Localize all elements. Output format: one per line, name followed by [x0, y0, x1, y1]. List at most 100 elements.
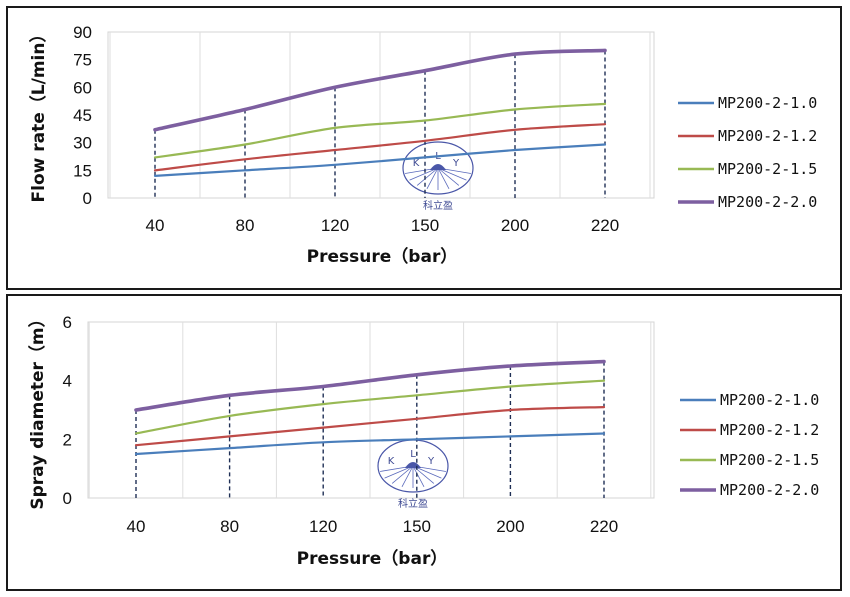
data-point [603, 406, 605, 408]
y-tick-label: 90 [73, 23, 92, 42]
data-point [322, 426, 325, 429]
y-tick-label: 0 [63, 489, 72, 508]
data-point [509, 409, 512, 411]
data-point [154, 128, 156, 131]
x-tick-label: 200 [501, 216, 529, 235]
watermark-letter: Y [427, 456, 435, 467]
x-tick-label: 40 [146, 216, 165, 235]
data-point [228, 414, 231, 417]
data-point [415, 394, 418, 397]
data-point [509, 365, 512, 367]
y-tick-label: 6 [63, 313, 72, 332]
watermark-ray [412, 465, 442, 479]
data-point [334, 127, 336, 129]
series-line-MP200-2-1.0 [153, 143, 607, 177]
x-tick-label: 150 [411, 216, 439, 235]
x-axis-title: Pressure（bar） [307, 246, 458, 267]
watermark-dome [430, 164, 446, 170]
series-line-MP200-2-1.2 [134, 406, 606, 447]
data-point [154, 169, 156, 172]
data-point [424, 139, 426, 142]
series-line-MP200-2-2.0 [153, 48, 607, 132]
data-point [509, 435, 512, 438]
y-tick-label: 2 [63, 430, 72, 449]
data-point [604, 123, 606, 126]
x-tick-label: 220 [591, 216, 619, 235]
data-point [244, 169, 246, 172]
y-tick-label: 45 [73, 106, 92, 125]
data-point [334, 86, 336, 89]
data-point [322, 385, 325, 388]
data-point [603, 379, 605, 382]
data-point [244, 108, 246, 111]
y-tick-label: 4 [63, 372, 72, 391]
data-point [244, 158, 246, 161]
data-point [604, 49, 606, 52]
watermark-letter: K [413, 158, 420, 169]
legend-label: MP200-2-1.5 [720, 451, 819, 469]
x-tick-label: 80 [236, 216, 255, 235]
legend-label: MP200-2-2.0 [720, 481, 819, 499]
data-point [135, 453, 137, 455]
data-point [603, 432, 605, 435]
series-line-MP200-2-1.5 [134, 379, 606, 435]
series-line-MP200-2-2.0 [134, 359, 606, 412]
y-tick-label: 15 [73, 161, 92, 180]
data-point [604, 103, 606, 105]
x-tick-label: 150 [403, 517, 431, 536]
watermark-ray [401, 465, 414, 488]
watermark-ray [416, 167, 439, 186]
watermark-ray [437, 167, 460, 186]
data-point [322, 441, 325, 444]
watermark-ray [437, 167, 450, 190]
data-point [415, 438, 418, 441]
x-tick-label: 220 [590, 517, 618, 536]
data-point [514, 53, 516, 56]
data-point [228, 394, 231, 397]
watermark-ray [384, 465, 414, 479]
legend-label: MP200-2-1.2 [720, 421, 819, 439]
y-tick-label: 75 [73, 51, 92, 70]
data-point [514, 108, 516, 111]
data-point [322, 403, 325, 406]
data-point [415, 417, 418, 420]
watermark-letter: K [388, 456, 395, 467]
data-point [415, 373, 418, 376]
x-axis-title: Pressure（bar） [297, 548, 448, 569]
series-line-MP200-2-1.5 [153, 102, 607, 159]
watermark-letter: L [410, 449, 416, 460]
legend-label: MP200-2-2.0 [718, 193, 817, 211]
data-point [334, 149, 336, 151]
watermark-ray [437, 167, 467, 181]
data-point [154, 174, 156, 177]
watermark-ray [409, 167, 439, 181]
data-point [509, 385, 512, 388]
y-tick-label: 0 [83, 189, 92, 208]
legend-label: MP200-2-1.0 [720, 391, 819, 409]
watermark-caption: 科立盈 [398, 497, 428, 510]
x-tick-label: 80 [220, 517, 239, 536]
data-point [424, 119, 426, 122]
data-point [603, 360, 605, 363]
data-point [424, 69, 426, 72]
watermark-letter: Y [452, 158, 460, 169]
x-tick-label: 120 [309, 517, 337, 536]
x-tick-label: 120 [321, 216, 349, 235]
y-tick-label: 30 [73, 134, 92, 153]
legend-label: MP200-2-1.0 [718, 94, 817, 112]
data-point [135, 444, 137, 447]
spray-diameter-chart: 0 2 4 6 K LY 科立盈 40 80 120 150 200 220 Pressure（bar） S… [27, 310, 819, 569]
spray-diameter-chart-panel: 0 2 4 6 K L Y 科立盈 40 80 120 150 200 220 Pressure（bar） S… [6, 294, 842, 591]
plot-area [87, 321, 655, 499]
x-tick-label: 200 [496, 517, 524, 536]
y-axis-title: Flow rate（L/min） [28, 26, 49, 203]
data-point [514, 149, 516, 151]
watermark-ray [412, 465, 425, 488]
data-point [135, 432, 137, 435]
legend-label: MP200-2-1.2 [718, 127, 817, 145]
legend-label: MP200-2-1.5 [718, 160, 817, 178]
watermark-ray [391, 465, 414, 484]
plot-area [107, 31, 655, 199]
